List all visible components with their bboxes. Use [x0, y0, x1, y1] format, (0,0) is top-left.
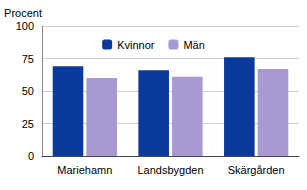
- svg-text:Procent: Procent: [4, 7, 42, 19]
- svg-text:Kvinnor: Kvinnor: [117, 39, 155, 51]
- svg-text:50: 50: [22, 85, 34, 97]
- svg-text:Skärgården: Skärgården: [228, 164, 285, 176]
- svg-text:Mariehamn: Mariehamn: [57, 164, 112, 176]
- svg-text:75: 75: [22, 53, 34, 65]
- svg-text:25: 25: [22, 118, 34, 130]
- svg-text:0: 0: [28, 150, 34, 162]
- svg-text:Män: Män: [183, 39, 204, 51]
- svg-text:100: 100: [16, 20, 34, 32]
- svg-text:Landsbygden: Landsbygden: [137, 164, 203, 176]
